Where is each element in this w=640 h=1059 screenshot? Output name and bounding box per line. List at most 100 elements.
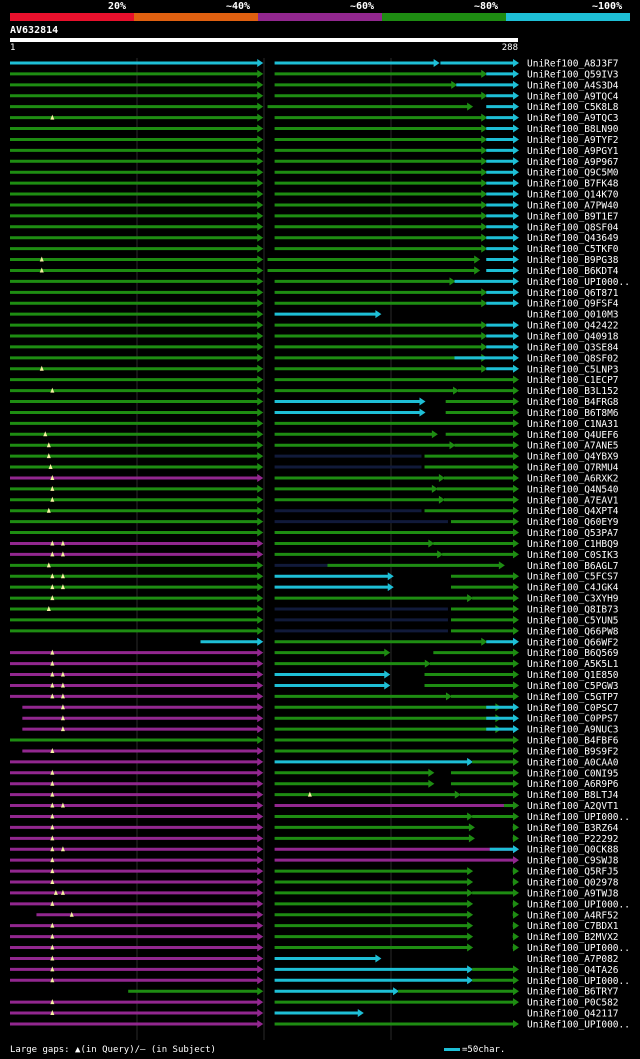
hit-id-link[interactable]: UniRef100_B9PG38 [527,255,619,266]
hit-id-link[interactable]: UniRef100_Q4XPT4 [527,506,619,517]
hit-id-link[interactable]: UniRef100_UPI000.. [527,1019,630,1030]
hit-id-link[interactable]: UniRef100_Q42422 [527,321,619,332]
hit-id-link[interactable]: UniRef100_C7BDX1 [527,921,619,932]
hit-id-link[interactable]: UniRef100_Q9FSF4 [527,299,619,310]
hit-id-link[interactable]: UniRef100_UPI000.. [527,943,630,954]
hit-id-link[interactable]: UniRef100_Q7RMU4 [527,463,619,474]
hit-id-link[interactable]: UniRef100_A9TQC3 [527,113,619,124]
hit-id-link[interactable]: UniRef100_C1HBQ9 [527,539,619,550]
hit-id-link[interactable]: UniRef100_B8LN90 [527,124,619,135]
hit-id-link[interactable]: UniRef100_UPI000.. [527,812,630,823]
hit-id-link[interactable]: UniRef100_Q59IV3 [527,69,619,80]
hit-arrowhead [513,408,519,417]
hit-id-link[interactable]: UniRef100_Q66WF2 [527,637,619,648]
hit-arrowhead [513,725,519,734]
hit-id-link[interactable]: UniRef100_C0NI95 [527,768,619,779]
hit-id-link[interactable]: UniRef100_C5TKF0 [527,244,619,255]
legend-label: ~40% [226,1,251,12]
hit-id-link[interactable]: UniRef100_Q14K70 [527,190,619,201]
hit-id-link[interactable]: UniRef100_C9SWJ8 [527,856,619,867]
hit-id-link[interactable]: UniRef100_A7PW40 [527,200,619,211]
hit-id-link[interactable]: UniRef100_Q8SF02 [527,353,619,364]
hit-id-link[interactable]: UniRef100_B6AGL7 [527,561,619,572]
hit-id-link[interactable]: UniRef100_UPI000.. [527,899,630,910]
hit-id-link[interactable]: UniRef100_B9S9F2 [527,746,619,757]
hit-id-link[interactable]: UniRef100_B3RZ64 [527,823,619,834]
hit-id-link[interactable]: UniRef100_A9TYF2 [527,135,619,146]
hit-arrowhead [513,867,519,876]
hit-id-link[interactable]: UniRef100_Q9C5M0 [527,168,619,179]
hit-id-link[interactable]: UniRef100_A7ANE5 [527,441,619,452]
hit-id-link[interactable]: UniRef100_Q3SE84 [527,342,619,353]
hit-id-link[interactable]: UniRef100_Q4TA26 [527,965,619,976]
hit-id-link[interactable]: UniRef100_C3XYH9 [527,594,619,605]
hit-arrowhead [481,288,488,297]
hit-id-link[interactable]: UniRef100_A7EAV1 [527,495,619,506]
hit-id-link[interactable]: UniRef100_C4JGK4 [527,583,619,594]
hit-id-link[interactable]: UniRef100_Q60EY9 [527,517,619,528]
hit-id-link[interactable]: UniRef100_B8LTJ4 [527,790,619,801]
hit-id-link[interactable]: UniRef100_C5LNP3 [527,364,619,375]
hit-id-link[interactable]: UniRef100_A5K5L1 [527,659,619,670]
hit-id-link[interactable]: UniRef100_Q8IB73 [527,605,619,616]
hit-arrowhead [257,987,264,996]
hit-id-link[interactable]: UniRef100_A8J3F7 [527,59,619,70]
hit-id-link[interactable]: UniRef100_C5K8L8 [527,102,619,113]
hit-id-link[interactable]: UniRef100_Q02978 [527,878,619,889]
hit-id-link[interactable]: UniRef100_B6T8M6 [527,408,619,419]
hit-id-link[interactable]: UniRef100_A9P967 [527,157,619,168]
hit-id-link[interactable]: UniRef100_B2MVX2 [527,932,619,943]
hit-id-link[interactable]: UniRef100_A9NUC3 [527,725,619,736]
hit-id-link[interactable]: UniRef100_Q43649 [527,233,619,244]
hit-id-link[interactable]: UniRef100_Q1E850 [527,670,619,681]
hit-id-link[interactable]: UniRef100_C5YUN5 [527,615,619,626]
hit-id-link[interactable]: UniRef100_C0SIK3 [527,550,619,561]
hit-id-link[interactable]: UniRef100_B3L152 [527,386,619,397]
hit-id-link[interactable]: UniRef100_A9TQC4 [527,91,619,102]
hit-id-link[interactable]: UniRef100_Q5RFJ5 [527,867,619,878]
hit-id-link[interactable]: UniRef100_C1NA31 [527,419,619,430]
hit-id-link[interactable]: UniRef100_B6KDT4 [527,266,619,277]
hit-id-link[interactable]: UniRef100_UPI000.. [527,277,630,288]
hit-id-link[interactable]: UniRef100_A9PGY1 [527,146,619,157]
hit-id-link[interactable]: UniRef100_Q42117 [527,1009,619,1020]
hit-id-link[interactable]: UniRef100_Q0CK88 [527,845,619,856]
hit-id-link[interactable]: UniRef100_C5PGW3 [527,681,619,692]
hit-id-link[interactable]: UniRef100_Q8SF04 [527,222,619,233]
hit-id-link[interactable]: UniRef100_A6R9P6 [527,779,619,790]
hit-id-link[interactable]: UniRef100_Q66PW8 [527,626,619,637]
hit-id-link[interactable]: UniRef100_UPI000.. [527,976,630,987]
query-gap-marker [50,813,55,819]
hit-arrowhead [257,364,264,373]
hit-id-link[interactable]: UniRef100_Q4UEF6 [527,430,619,441]
hit-id-link[interactable]: UniRef100_A6RXK2 [527,473,619,484]
hit-id-link[interactable]: UniRef100_A4S3D4 [527,80,619,91]
hit-id-link[interactable]: UniRef100_Q40918 [527,332,619,343]
hit-id-link[interactable]: UniRef100_C0PPS7 [527,714,619,725]
hit-arrowhead [513,605,519,613]
hit-id-link[interactable]: UniRef100_B7FK48 [527,179,619,190]
hit-id-link[interactable]: UniRef100_A4RF52 [527,910,619,921]
hit-id-link[interactable]: UniRef100_C0PSC7 [527,703,619,714]
hit-id-link[interactable]: UniRef100_A9TWJ8 [527,888,619,899]
hit-id-link[interactable]: UniRef100_B6Q569 [527,648,619,659]
hit-id-link[interactable]: UniRef100_Q4YBX9 [527,452,619,463]
hit-id-link[interactable]: UniRef100_C5FCS7 [527,572,619,583]
hit-id-link[interactable]: UniRef100_Q6T871 [527,288,619,299]
hit-id-link[interactable]: UniRef100_A7P082 [527,954,619,965]
hit-id-link[interactable]: UniRef100_B4FRG8 [527,397,619,408]
hit-arrowhead [481,91,488,100]
hit-id-link[interactable]: UniRef100_A2QVT1 [527,801,619,812]
hit-id-link[interactable]: UniRef100_Q4N540 [527,484,619,495]
hit-id-link[interactable]: UniRef100_B9T1E7 [527,211,619,222]
hit-id-link[interactable]: UniRef100_B4FBF6 [527,736,619,747]
hit-id-link[interactable]: UniRef100_Q010M3 [527,310,619,321]
hit-arrowhead [257,1019,264,1028]
hit-id-link[interactable]: UniRef100_P0C582 [527,998,619,1009]
hit-id-link[interactable]: UniRef100_B6TRY7 [527,987,619,998]
hit-id-link[interactable]: UniRef100_Q53PA7 [527,528,619,539]
hit-id-link[interactable]: UniRef100_P22292 [527,834,619,845]
hit-id-link[interactable]: UniRef100_C5GTP7 [527,692,619,703]
hit-id-link[interactable]: UniRef100_C1ECP7 [527,375,619,386]
hit-id-link[interactable]: UniRef100_A0CAA0 [527,757,619,768]
